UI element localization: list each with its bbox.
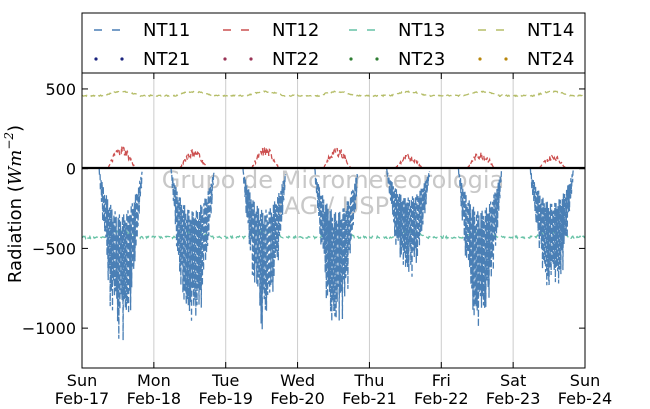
legend-label-nt11: NT11	[143, 20, 190, 41]
x-tick-label-day: Sun	[570, 371, 600, 390]
y-axis-label: Radiation (Wm−2)	[2, 125, 26, 283]
x-tick-label-day: Fri	[432, 371, 451, 390]
x-tick-label-date: Feb-23	[486, 389, 540, 408]
legend-label-nt23: NT23	[398, 49, 445, 70]
legend-swatch-nt22	[223, 57, 227, 61]
series-nt12-day	[538, 154, 567, 170]
series-nt11-day	[98, 168, 143, 341]
x-tick-label-date: Feb-22	[414, 389, 468, 408]
series-nt11-day	[242, 168, 287, 330]
x-tick-label-day: Mon	[137, 371, 171, 390]
grid	[153, 73, 514, 368]
x-tick-label-date: Feb-18	[127, 389, 181, 408]
y-tick-label: −500	[32, 239, 76, 258]
legend-swatch-nt21	[94, 57, 98, 61]
legend-label-nt22: NT22	[272, 49, 319, 70]
series-nt12-day	[179, 148, 208, 169]
y-axis-label-main: Radiation (	[5, 185, 26, 283]
plot-area	[82, 73, 585, 368]
y-axis-label-unit: Wm	[5, 150, 26, 186]
x-tick-label-day: Sat	[500, 371, 526, 390]
series-nt11-day	[314, 168, 359, 322]
legend-swatch-nt24-2	[504, 57, 508, 61]
series-nt12-day	[466, 149, 495, 170]
series-nt12-day	[322, 145, 352, 170]
x-tick-label-date: Feb-24	[558, 389, 612, 408]
legend: NT11 NT12 NT13 NT14 NT21 NT22 NT23 NT24	[94, 20, 574, 70]
legend-swatch-nt24	[478, 57, 482, 61]
series-nt12-day	[251, 147, 280, 170]
legend-swatch-nt23	[349, 57, 353, 61]
x-tick-label-date: Feb-21	[342, 389, 396, 408]
series-nt11-day	[529, 168, 574, 286]
y-axis-label-close: )	[5, 125, 26, 132]
legend-swatch-nt23-2	[375, 57, 379, 61]
series-nt11-day	[170, 168, 215, 321]
x-axis: SunFeb-17MonFeb-18TueFeb-19WedFeb-20ThuF…	[55, 73, 612, 408]
x-tick-label-day: Sun	[67, 371, 97, 390]
legend-label-nt21: NT21	[143, 49, 190, 70]
series-nt12-day	[107, 146, 136, 170]
watermark-line-2: IAG / USP	[277, 192, 389, 220]
x-tick-label-day: Tue	[211, 371, 239, 390]
series-group	[81, 90, 586, 341]
x-tick-label-date: Feb-20	[270, 389, 324, 408]
watermark-line-1: Grupo de Micrometeorologia	[162, 166, 504, 194]
legend-label-nt24: NT24	[527, 49, 574, 70]
x-tick-label-date: Feb-17	[55, 389, 109, 408]
x-tick-label-day: Thu	[353, 371, 384, 390]
series-nt11-day	[386, 168, 431, 277]
series-nt14-line	[81, 90, 586, 98]
legend-label-nt13: NT13	[398, 20, 445, 41]
x-tick-label-day: Wed	[280, 371, 315, 390]
y-tick-label: 0	[66, 160, 76, 179]
legend-swatch-nt22-2	[249, 57, 253, 61]
legend-swatch-nt21-2	[120, 57, 124, 61]
series-nt11-day	[457, 168, 503, 327]
y-tick-label: 500	[45, 80, 76, 99]
legend-label-nt12: NT12	[272, 20, 319, 41]
plot-frame	[81, 72, 586, 369]
x-tick-label-date: Feb-19	[198, 389, 252, 408]
y-axis: 500 0 −500 −1000	[22, 80, 585, 338]
series-nt12-day	[394, 153, 423, 170]
y-axis-label-exponent: −2	[2, 132, 16, 150]
legend-label-nt14: NT14	[527, 20, 574, 41]
legend-box	[81, 12, 586, 74]
y-tick-label: −1000	[22, 319, 76, 338]
